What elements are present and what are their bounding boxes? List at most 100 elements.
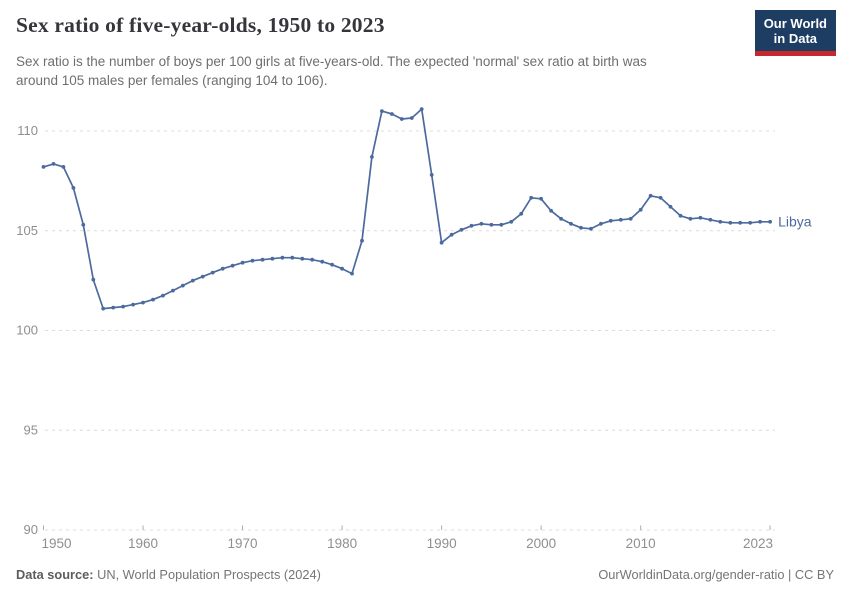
data-point [519,211,524,216]
data-point [549,208,553,213]
data-point [300,256,305,261]
data-point [449,232,454,237]
data-point [658,195,663,200]
rights-link[interactable]: OurWorldinData.org/gender-ratio | CC BY [598,567,834,582]
data-point [81,222,86,227]
data-point [380,109,384,113]
data-point [91,277,96,282]
x-tick-label: 2023 [743,536,773,551]
data-point [399,117,404,121]
data-point [240,260,245,265]
data-point [589,226,593,231]
data-point [688,216,693,221]
data-source: Data source: UN, World Population Prospe… [16,567,321,582]
data-point [61,165,66,169]
data-point [210,270,215,275]
data-point [599,221,603,226]
data-point [340,266,344,271]
data-point [459,227,464,232]
data-point [111,305,116,310]
data-point [429,173,434,177]
y-tick-label: 105 [16,223,38,238]
data-point [230,263,235,268]
series-line-libya [42,108,771,310]
data-point [758,219,762,224]
data-point [180,283,185,288]
data-point [419,107,424,111]
data-point [51,162,56,166]
owid-logo-line1: Our World [763,16,827,31]
data-point [439,240,444,245]
data-point [728,220,733,225]
data-point [290,255,295,260]
data-point [161,293,165,298]
x-tick-label: 2010 [626,536,656,551]
y-tick-label: 90 [24,522,38,537]
x-tick-label: 1950 [42,536,72,551]
y-tick-label: 100 [16,323,38,338]
data-source-text: UN, World Population Prospects (2024) [93,567,321,582]
data-point [350,271,354,276]
data-point [499,222,504,227]
data-point [608,218,613,223]
x-tick-label: 1970 [228,536,258,551]
x-tick-label: 1960 [128,536,158,551]
data-point [768,219,772,224]
chart-canvas: 90 95 100 105 110 1950 1960 1970 1980 1990 2000 201… [16,107,812,551]
data-point [151,297,155,302]
owid-logo[interactable]: Our World in Data [754,10,836,56]
data-point [121,304,125,309]
owid-logo-line2: in Data [773,31,818,46]
data-point [559,216,563,221]
data-point [668,204,673,209]
data-point [390,112,394,116]
data-point [708,217,713,222]
chart-subtitle-line2: around 105 males per females (ranging 10… [16,73,328,88]
data-point [320,259,325,264]
data-point [360,238,364,243]
data-point [131,302,136,307]
data-point [618,217,623,222]
x-tick-label: 1980 [327,536,357,551]
data-point [698,215,703,220]
data-point [738,220,743,225]
x-tick-label: 1990 [427,536,457,551]
data-point [628,216,633,221]
entity-label[interactable]: Libya [778,213,812,229]
data-point [409,116,414,120]
y-tick-label: 110 [17,123,38,138]
data-point [260,257,265,262]
data-point [509,219,514,224]
data-point [370,155,374,159]
data-point [71,186,76,190]
data-point [489,222,494,227]
data-point [648,193,653,198]
data-point [529,195,534,200]
data-point [579,225,583,230]
data-point [748,220,753,225]
data-point [190,278,195,283]
data-point [101,306,106,311]
data-point [479,221,484,226]
data-point [41,165,46,169]
data-source-label: Data source: [16,567,94,582]
chart-subtitle: Sex ratio is the number of boys per 100 … [16,52,726,90]
data-point [718,219,723,224]
chart-footer: Data source: UN, World Population Prospe… [16,567,834,582]
data-point [638,207,643,212]
data-point [469,223,474,228]
data-point [678,213,683,218]
data-point [220,266,225,271]
page-title: Sex ratio of five-year-olds, 1950 to 202… [16,13,385,37]
data-point [270,256,275,261]
data-point [250,258,255,263]
data-point [171,288,175,293]
x-tick-label: 2000 [526,536,556,551]
data-point [569,221,573,226]
data-point [200,274,205,279]
chart-subtitle-line1: Sex ratio is the number of boys per 100 … [16,54,647,69]
data-point [330,262,334,267]
y-tick-label: 95 [24,422,38,437]
data-point [280,255,285,260]
data-point [539,196,543,201]
